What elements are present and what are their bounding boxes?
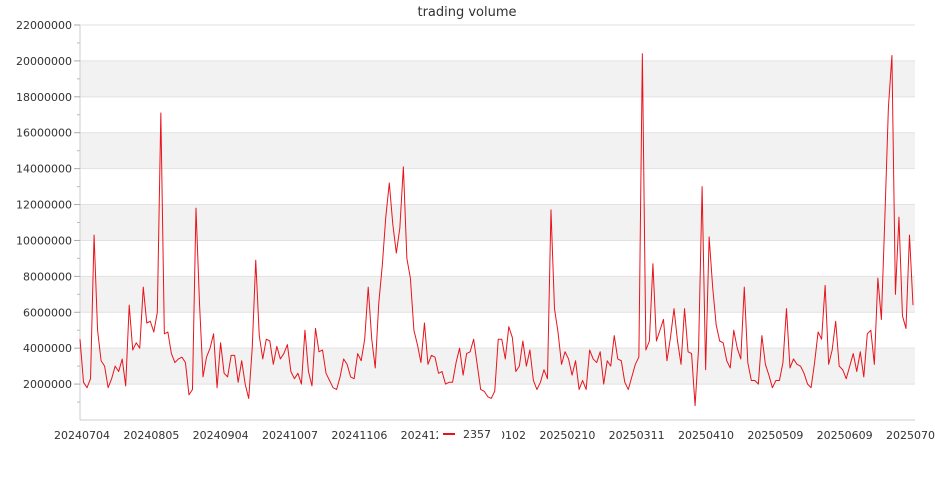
y-tick-label: 12000000 <box>16 199 72 212</box>
y-tick-label: 2000000 <box>23 378 72 391</box>
y-tick-label: 4000000 <box>23 342 72 355</box>
grid-band <box>80 276 915 313</box>
grid-band <box>80 132 915 169</box>
x-tick-label: 20250410 <box>678 429 734 442</box>
x-tick-label: 20240904 <box>193 429 249 442</box>
y-tick-label: 18000000 <box>16 91 72 104</box>
legend-box <box>438 425 502 443</box>
x-tick-label: 20250509 <box>747 429 803 442</box>
x-tick-label: 20250210 <box>539 429 595 442</box>
series-line <box>79 53 914 407</box>
legend[interactable]: 2357 <box>438 425 502 443</box>
y-tick-label: 16000000 <box>16 127 72 140</box>
y-axis-ticks: 2000000 4000000 6000000 8000000 10000000 1200… <box>16 19 80 403</box>
grid-band <box>80 60 915 97</box>
y-tick-label: 6000000 <box>23 306 72 319</box>
x-tick-label: 20241007 <box>262 429 318 442</box>
x-tick-label: 20250609 <box>817 429 873 442</box>
series-layer <box>79 53 914 407</box>
y-tick-label: 20000000 <box>16 55 72 68</box>
x-tick-label: 20240704 <box>54 429 110 442</box>
x-tick-label: 20240805 <box>123 429 179 442</box>
x-axis-ticks: 20240704 20240805 20240904 20241007 20241106… <box>54 429 935 442</box>
y-tick-label: 8000000 <box>23 270 72 283</box>
y-tick-label: 22000000 <box>16 19 72 32</box>
x-tick-label: 20241106 <box>331 429 387 442</box>
y-tick-label: 14000000 <box>16 163 72 176</box>
grid-band <box>80 204 915 241</box>
x-tick-label: 20250311 <box>609 429 665 442</box>
chart-title: trading volume <box>417 5 516 20</box>
x-tick-label: 20250704 <box>886 429 935 442</box>
legend-label: 2357 <box>463 428 491 441</box>
y-tick-label: 10000000 <box>16 234 72 247</box>
grid-bands <box>80 60 915 385</box>
